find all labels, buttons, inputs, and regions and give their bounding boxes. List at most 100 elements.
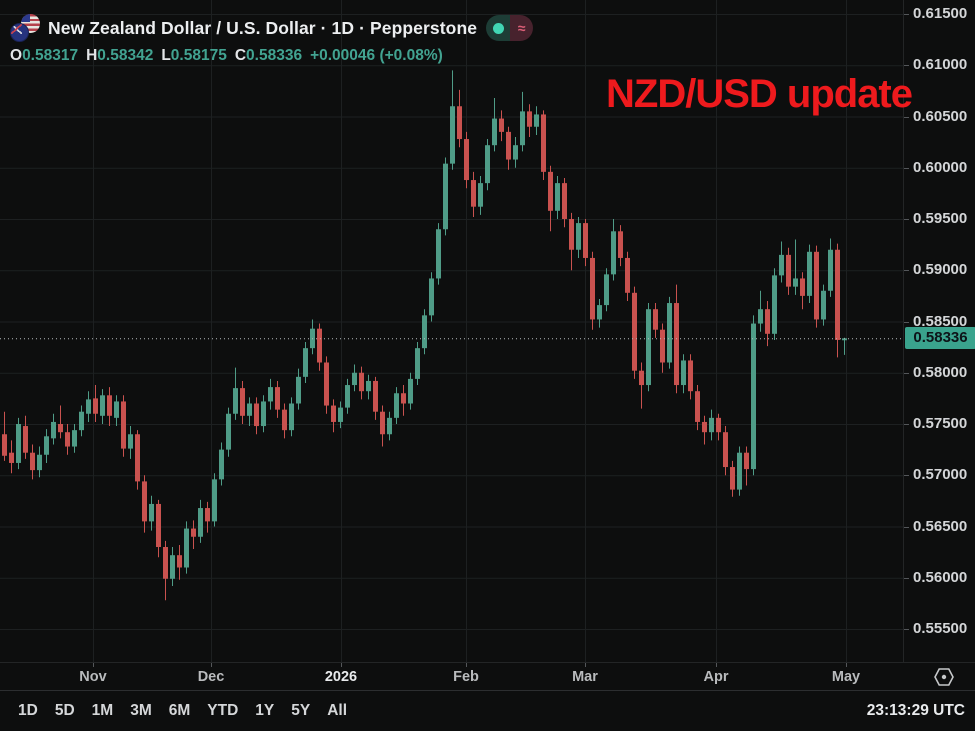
candle-body-up	[709, 417, 714, 433]
candle-body-up	[387, 417, 392, 435]
range-button-1m[interactable]: 1M	[91, 702, 114, 719]
candle-body-up	[436, 229, 441, 279]
annotation-text[interactable]: NZD/USD update	[606, 72, 913, 116]
symbol-icon[interactable]	[10, 13, 41, 43]
range-button-3m[interactable]: 3M	[130, 702, 152, 719]
candle-body-up	[247, 403, 252, 416]
candle-body-up	[170, 555, 175, 579]
range-button-ytd[interactable]: YTD	[207, 702, 239, 719]
candle-body-up	[79, 411, 84, 431]
candle-body-down	[590, 257, 595, 320]
candle-body-up	[492, 118, 497, 146]
candle-body-up	[758, 309, 763, 324]
candle-body-down	[58, 424, 63, 433]
candle-body-down	[723, 432, 728, 468]
candle-body-down	[457, 106, 462, 140]
price-axis-tick: 0.58000	[913, 363, 968, 381]
price-axis-tick: 0.59500	[913, 210, 968, 227]
candle-body-up	[352, 372, 357, 386]
candle-body-down	[744, 452, 749, 470]
range-button-5d[interactable]: 5D	[54, 702, 75, 719]
candle-body-up	[394, 393, 399, 418]
clock[interactable]: 23:13:29 UTC	[866, 702, 965, 719]
delayed-data-icon: ≈	[510, 15, 534, 41]
candle-body-up	[450, 106, 455, 164]
axis-settings-gear-icon[interactable]	[933, 666, 955, 688]
range-button-1d[interactable]: 1D	[18, 702, 38, 719]
candle-body-down	[625, 257, 630, 293]
time-axis-label-apr: Apr	[703, 669, 729, 685]
candle-body-down	[814, 251, 819, 320]
candle-body-down	[177, 555, 182, 568]
candle-body-up	[100, 395, 105, 416]
time-axis[interactable]: Nov Dec 2026 Feb Mar Apr May	[0, 662, 975, 690]
high-value: 0.58342	[97, 47, 154, 64]
candle-body-down	[30, 452, 35, 471]
low-label: L	[161, 47, 171, 64]
time-tick-mark	[341, 663, 342, 667]
time-axis-label-may: May	[831, 669, 861, 685]
price-tick-mark	[904, 14, 909, 15]
candle-body-up	[597, 305, 602, 320]
price-tick-mark	[904, 219, 909, 220]
price-axis[interactable]: 0.58336 0.61500 0.61000 0.60500 0.60000 0.59…	[903, 0, 975, 662]
candle-body-up	[611, 231, 616, 275]
candle-body-up	[821, 290, 826, 320]
candle-body-down	[324, 362, 329, 406]
candle-body-up	[289, 403, 294, 431]
symbol-title[interactable]: New Zealand Dollar / U.S. Dollar · 1D · …	[48, 17, 478, 38]
candle-body-up	[408, 378, 413, 404]
market-status-pill[interactable]: ≈	[486, 15, 534, 41]
candlestick-chart[interactable]	[0, 0, 903, 662]
candle-body-up	[303, 348, 308, 377]
candle-body-up	[534, 114, 539, 127]
candle-body-up	[576, 223, 581, 250]
candle-body-up	[807, 251, 812, 296]
price-tick-mark	[904, 270, 909, 272]
price-tick-mark	[904, 116, 909, 118]
time-tick-mark	[585, 663, 586, 667]
candle-body-up	[345, 385, 350, 408]
price-tick-mark	[904, 577, 909, 579]
price-axis-tick: 0.56000	[913, 568, 968, 586]
price-axis-tick: 0.59000	[913, 261, 968, 279]
candle-body-up	[128, 434, 133, 449]
candle-body-down	[93, 398, 98, 414]
candle-body-up	[751, 323, 756, 470]
time-tick-mark	[93, 663, 94, 667]
candle-body-down	[702, 421, 707, 433]
candle-body-down	[786, 254, 791, 287]
price-axis-tick: 0.60500	[913, 107, 968, 125]
candle-body-down	[583, 223, 588, 258]
candle-body-up	[219, 449, 224, 480]
candle-body-up	[296, 376, 301, 404]
range-button-1y[interactable]: 1Y	[255, 702, 275, 719]
candle-body-down	[835, 249, 840, 340]
high-label: H	[86, 47, 98, 64]
open-label: O	[10, 47, 23, 64]
candle-body-down	[471, 180, 476, 207]
candle-body-up	[828, 249, 833, 291]
candle-body-up	[184, 528, 189, 568]
candle-body-up	[16, 424, 21, 463]
candle-body-up	[443, 163, 448, 230]
candle-body-down	[730, 467, 735, 490]
range-button-5y[interactable]: 5Y	[291, 702, 311, 719]
candle-body-up	[86, 399, 91, 414]
candle-body-up	[261, 401, 266, 427]
price-tick-mark	[904, 475, 909, 477]
candle-body-up	[667, 303, 672, 363]
range-button-6m[interactable]: 6M	[168, 702, 191, 719]
price-axis-tick: 0.58500	[913, 312, 968, 330]
price-tick-mark	[904, 167, 909, 169]
price-axis-tick: 0.56500	[913, 517, 968, 535]
symbol-legend: New Zealand Dollar / U.S. Dollar · 1D · …	[10, 13, 534, 65]
candle-body-down	[156, 503, 161, 547]
range-button-all[interactable]: All	[327, 702, 348, 719]
candle-body-down	[716, 417, 721, 433]
time-tick-mark	[846, 663, 847, 667]
time-tick-mark	[716, 663, 717, 667]
price-axis-tick: 0.57500	[913, 415, 968, 432]
candle-body-down	[9, 452, 14, 463]
